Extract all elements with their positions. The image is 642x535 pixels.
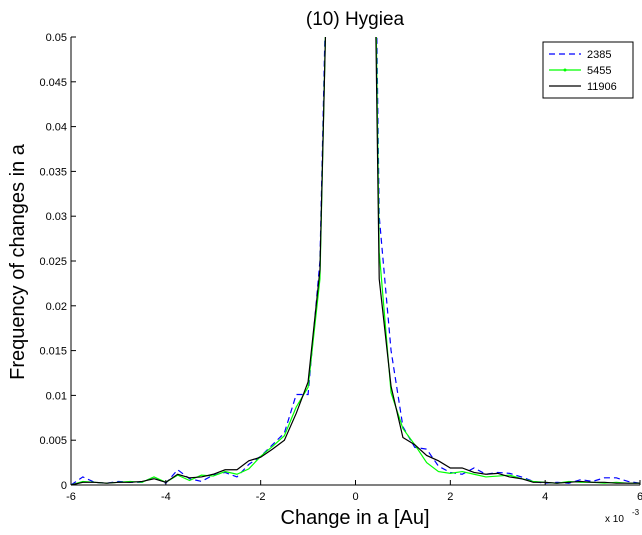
x-axis-label: Change in a [Au] xyxy=(281,507,430,529)
x-tick-label: 4 xyxy=(542,491,548,503)
legend-label: 2385 xyxy=(587,49,611,61)
x-tick-label: 0 xyxy=(352,491,358,503)
y-tick-label: 0.015 xyxy=(39,346,67,358)
y-tick-label: 0.025 xyxy=(39,256,67,268)
x-tick-label: -2 xyxy=(256,491,266,503)
x-scale-exponent: -3 xyxy=(632,508,640,517)
y-tick-label: 0.035 xyxy=(39,166,67,178)
y-tick-label: 0.05 xyxy=(46,32,67,44)
y-axis-label: Frequency of changes in a xyxy=(7,143,29,380)
x-tick-label: -6 xyxy=(66,491,76,503)
legend-marker xyxy=(563,68,567,72)
y-tick-label: 0.01 xyxy=(46,390,67,402)
x-scale-label: x 10 xyxy=(605,514,624,525)
legend: 2385 5455 11906 xyxy=(542,41,634,99)
y-tick-label: 0.03 xyxy=(46,211,67,223)
chart-title: (10) Hygiea xyxy=(306,9,405,30)
y-tick-label: 0 xyxy=(61,480,67,492)
legend-label: 5455 xyxy=(587,65,611,77)
legend-label: 11906 xyxy=(587,81,617,93)
x-tick-label: -4 xyxy=(161,491,171,503)
x-tick-label: 2 xyxy=(447,491,453,503)
y-tick-label: 0.045 xyxy=(39,77,67,89)
y-tick-label: 0.04 xyxy=(46,122,67,134)
y-tick-label: 0.005 xyxy=(39,435,67,447)
y-tick-label: 0.02 xyxy=(46,301,67,313)
x-tick-label: 6 xyxy=(637,491,642,503)
